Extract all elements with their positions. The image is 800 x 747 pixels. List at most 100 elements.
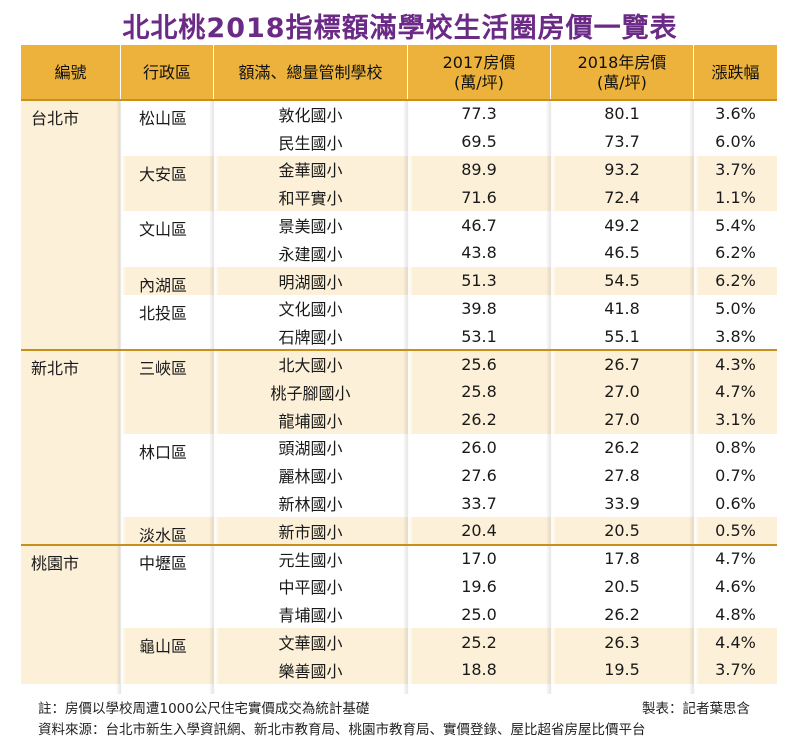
change-cell: 0.6% — [715, 493, 756, 513]
price-2017-cell: 26.0 — [461, 437, 497, 457]
price-2017-cell: 25.0 — [461, 604, 497, 624]
price-2018-cell: 80.1 — [604, 104, 640, 124]
price-2018-cell: 20.5 — [604, 576, 640, 596]
price-2018-cell: 27.0 — [604, 410, 640, 430]
price-2018-cell: 26.2 — [604, 604, 640, 624]
price-2018-cell: 19.5 — [604, 660, 640, 680]
district-label: 中壢區 — [139, 553, 188, 573]
district-label: 大安區 — [139, 164, 188, 184]
column-divider — [546, 100, 556, 694]
city-cell: 新北市 — [21, 350, 120, 545]
school-cell: 中平國小 — [278, 578, 343, 598]
price-2017-cell: 25.6 — [461, 354, 497, 374]
column-divider — [209, 100, 219, 694]
footer-source: 資料來源：台北市新生入學資訊網、新北市教育局、桃園市教育局、實價登錄、屋比超省房… — [38, 722, 646, 738]
change-cell: 3.6% — [715, 104, 756, 124]
district-cell: 龜山區 — [121, 628, 213, 684]
school-cell: 明湖國小 — [278, 272, 343, 292]
change-cell: 0.5% — [715, 521, 756, 541]
price-2017-cell: 18.8 — [461, 660, 497, 680]
price-2017-cell: 89.9 — [461, 159, 497, 179]
district-cell: 松山區 — [121, 100, 213, 156]
city-cell: 桃園市 — [21, 544, 120, 684]
district-cell: 內湖區 — [121, 267, 213, 295]
header-price-2017: 2017房價 (萬/坪) — [408, 45, 550, 100]
price-2018-cell: 46.5 — [604, 243, 640, 263]
price-table: 編號 行政區 額滿、總量管制學校 2017房價 (萬/坪) 2018年房價 (萬/坪… — [21, 45, 777, 694]
school-cell: 北大國小 — [278, 356, 343, 376]
city-label: 台北市 — [31, 109, 80, 128]
table-row — [121, 656, 777, 684]
price-2018-cell: 26.3 — [604, 632, 640, 652]
table-row — [121, 183, 777, 212]
price-2018-cell: 54.5 — [604, 271, 640, 291]
price-2018-cell: 93.2 — [604, 159, 640, 179]
change-cell: 1.1% — [715, 187, 756, 207]
table-row — [121, 517, 777, 545]
change-cell: 4.4% — [715, 632, 756, 652]
change-cell: 3.8% — [715, 326, 756, 346]
table-row — [121, 266, 777, 295]
change-cell: 0.7% — [715, 465, 756, 485]
school-cell: 永建國小 — [278, 244, 343, 264]
district-cell: 三峽區 — [121, 350, 213, 433]
district-cell: 大安區 — [121, 156, 213, 212]
district-label: 內湖區 — [139, 275, 188, 295]
change-cell: 4.8% — [715, 604, 756, 624]
district-cell: 北投區 — [121, 295, 213, 351]
city-cell: 台北市 — [21, 100, 120, 351]
price-2017-cell: 19.6 — [461, 576, 497, 596]
price-2017-cell: 26.2 — [461, 410, 497, 430]
district-cell: 淡水區 — [121, 517, 213, 545]
header-num: 編號 — [21, 45, 120, 100]
school-cell: 石牌國小 — [278, 328, 343, 348]
header-school: 額滿、總量管制學校 — [214, 45, 407, 100]
price-2017-cell: 46.7 — [461, 215, 497, 235]
price-2018-cell: 20.5 — [604, 521, 640, 541]
price-2018-cell: 55.1 — [604, 326, 640, 346]
change-cell: 0.8% — [715, 437, 756, 457]
school-cell: 龍埔國小 — [278, 411, 343, 431]
price-2017-cell: 43.8 — [461, 243, 497, 263]
change-cell: 4.3% — [715, 354, 756, 374]
price-2018-cell: 49.2 — [604, 215, 640, 235]
district-cell: 林口區 — [121, 434, 213, 517]
price-2017-cell: 17.0 — [461, 549, 497, 569]
price-2018-cell: 26.7 — [604, 354, 640, 374]
district-label: 龜山區 — [139, 637, 188, 657]
school-cell: 民生國小 — [278, 133, 343, 153]
column-divider — [689, 100, 699, 694]
school-cell: 文華國小 — [278, 634, 343, 654]
price-2018-cell: 73.7 — [604, 132, 640, 152]
price-2018-cell: 72.4 — [604, 187, 640, 207]
table-row — [121, 405, 777, 434]
change-cell: 4.6% — [715, 576, 756, 596]
price-2017-cell: 25.2 — [461, 632, 497, 652]
price-2017-cell: 33.7 — [461, 493, 497, 513]
district-label: 三峽區 — [139, 359, 188, 379]
city-divider — [21, 349, 777, 352]
footer-credit: 製表：記者葉思含 — [642, 701, 750, 717]
school-cell: 文化國小 — [278, 300, 343, 320]
table-row — [121, 155, 777, 184]
school-cell: 敦化國小 — [278, 105, 343, 125]
change-cell: 4.7% — [715, 549, 756, 569]
change-cell: 6.0% — [715, 132, 756, 152]
header-divider — [21, 99, 777, 101]
change-cell: 5.4% — [715, 215, 756, 235]
change-cell: 4.7% — [715, 382, 756, 402]
change-cell: 6.2% — [715, 271, 756, 291]
district-label: 北投區 — [139, 303, 188, 323]
school-cell: 新市國小 — [278, 522, 343, 542]
price-2018-cell: 41.8 — [604, 298, 640, 318]
school-cell: 青埔國小 — [278, 606, 343, 626]
header-price-2018: 2018年房價 (萬/坪) — [551, 45, 693, 100]
header-district: 行政區 — [121, 45, 213, 100]
price-2018-cell: 33.9 — [604, 493, 640, 513]
price-2017-cell: 39.8 — [461, 298, 497, 318]
footer-note: 註：房價以學校周遭1000公尺住宅實價成交為統計基礎 — [38, 701, 370, 717]
header-change: 漲跌幅 — [694, 45, 777, 100]
price-2018-cell: 17.8 — [604, 549, 640, 569]
price-2017-cell: 25.8 — [461, 382, 497, 402]
school-cell: 頭湖國小 — [278, 439, 343, 459]
